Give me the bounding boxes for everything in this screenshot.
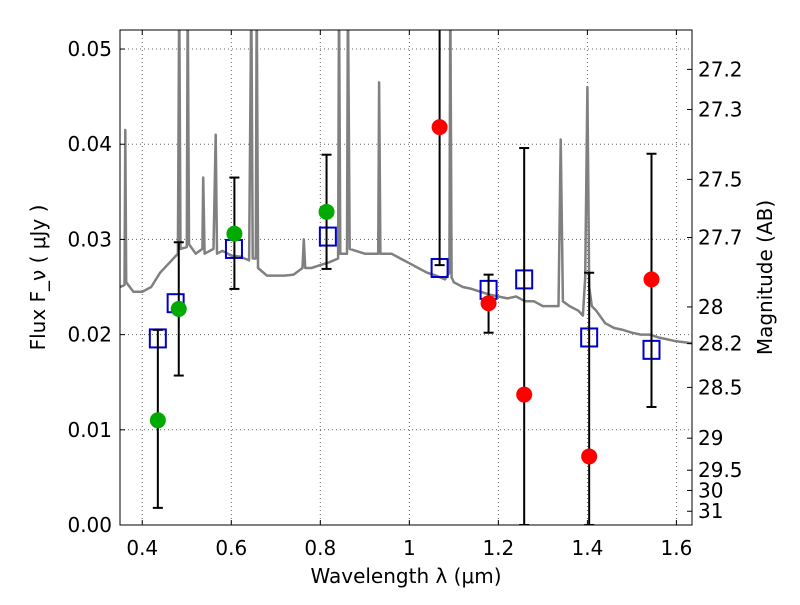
x-axis-title: Wavelength λ (μm) bbox=[310, 564, 501, 588]
flux-point bbox=[480, 295, 497, 312]
magnitude-tick-label: 28 bbox=[698, 295, 723, 319]
y-tick-label: 0.04 bbox=[67, 132, 112, 156]
y-tick-label: 0.00 bbox=[67, 513, 112, 537]
magnitude-tick-label: 27.7 bbox=[698, 226, 743, 250]
y-tick-label: 0.03 bbox=[67, 227, 112, 251]
x-tick-label: 1.4 bbox=[571, 536, 603, 560]
magnitude-tick-label: 27.5 bbox=[698, 167, 743, 191]
flux-point bbox=[318, 203, 335, 220]
flux-point bbox=[149, 412, 166, 429]
y-axis-title: Flux F_ν ( μJy ) bbox=[26, 205, 50, 351]
y-tick-label: 0.05 bbox=[67, 37, 112, 61]
magnitude-tick-label: 29.5 bbox=[698, 458, 743, 482]
y-tick-label: 0.01 bbox=[67, 418, 112, 442]
magnitude-tick-label: 30 bbox=[698, 478, 723, 502]
magnitude-tick-label: 27.2 bbox=[698, 57, 743, 81]
flux-point bbox=[643, 271, 660, 288]
grid-layer bbox=[120, 30, 692, 526]
flux-point bbox=[170, 300, 187, 317]
flux-point bbox=[516, 386, 533, 403]
plot-frame bbox=[119, 29, 693, 526]
y-tick-label: 0.02 bbox=[67, 323, 112, 347]
magnitude-tick-label: 27.3 bbox=[698, 97, 743, 121]
magnitude-axis-title: Magnitude (AB) bbox=[753, 200, 777, 355]
flux-point bbox=[431, 119, 448, 136]
magnitude-tick-label: 28.2 bbox=[698, 332, 743, 356]
magnitude-tick-label: 31 bbox=[698, 499, 723, 523]
magnitude-tick-label: 28.5 bbox=[698, 375, 743, 399]
x-tick-label: 1 bbox=[403, 536, 416, 560]
data-layer bbox=[120, 30, 692, 525]
magnitude-tick-label: 29 bbox=[698, 426, 723, 450]
tick-layer: 0.4 0.6 0.8 1 1.2 1.4 1.6 0.00 0.01 0.02 0.03 0.04 0… bbox=[67, 30, 743, 560]
flux-point bbox=[226, 225, 243, 242]
x-tick-label: 1.2 bbox=[482, 536, 514, 560]
x-tick-label: 0.8 bbox=[304, 536, 336, 560]
x-tick-label: 0.6 bbox=[215, 536, 247, 560]
model-spectrum-line bbox=[120, 30, 692, 345]
x-tick-label: 1.6 bbox=[661, 536, 693, 560]
flux-point bbox=[581, 448, 598, 465]
x-tick-label: 0.4 bbox=[126, 536, 158, 560]
model-flux-square bbox=[318, 226, 337, 247]
